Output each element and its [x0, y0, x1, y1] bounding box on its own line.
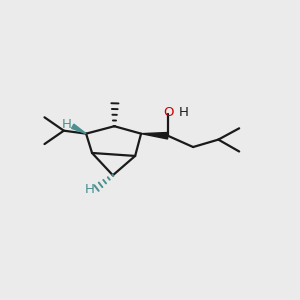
Text: H: H: [62, 118, 72, 131]
Polygon shape: [141, 133, 168, 139]
Polygon shape: [72, 124, 86, 134]
Text: O: O: [164, 106, 174, 119]
Text: H: H: [85, 183, 95, 196]
Text: H: H: [178, 106, 188, 119]
